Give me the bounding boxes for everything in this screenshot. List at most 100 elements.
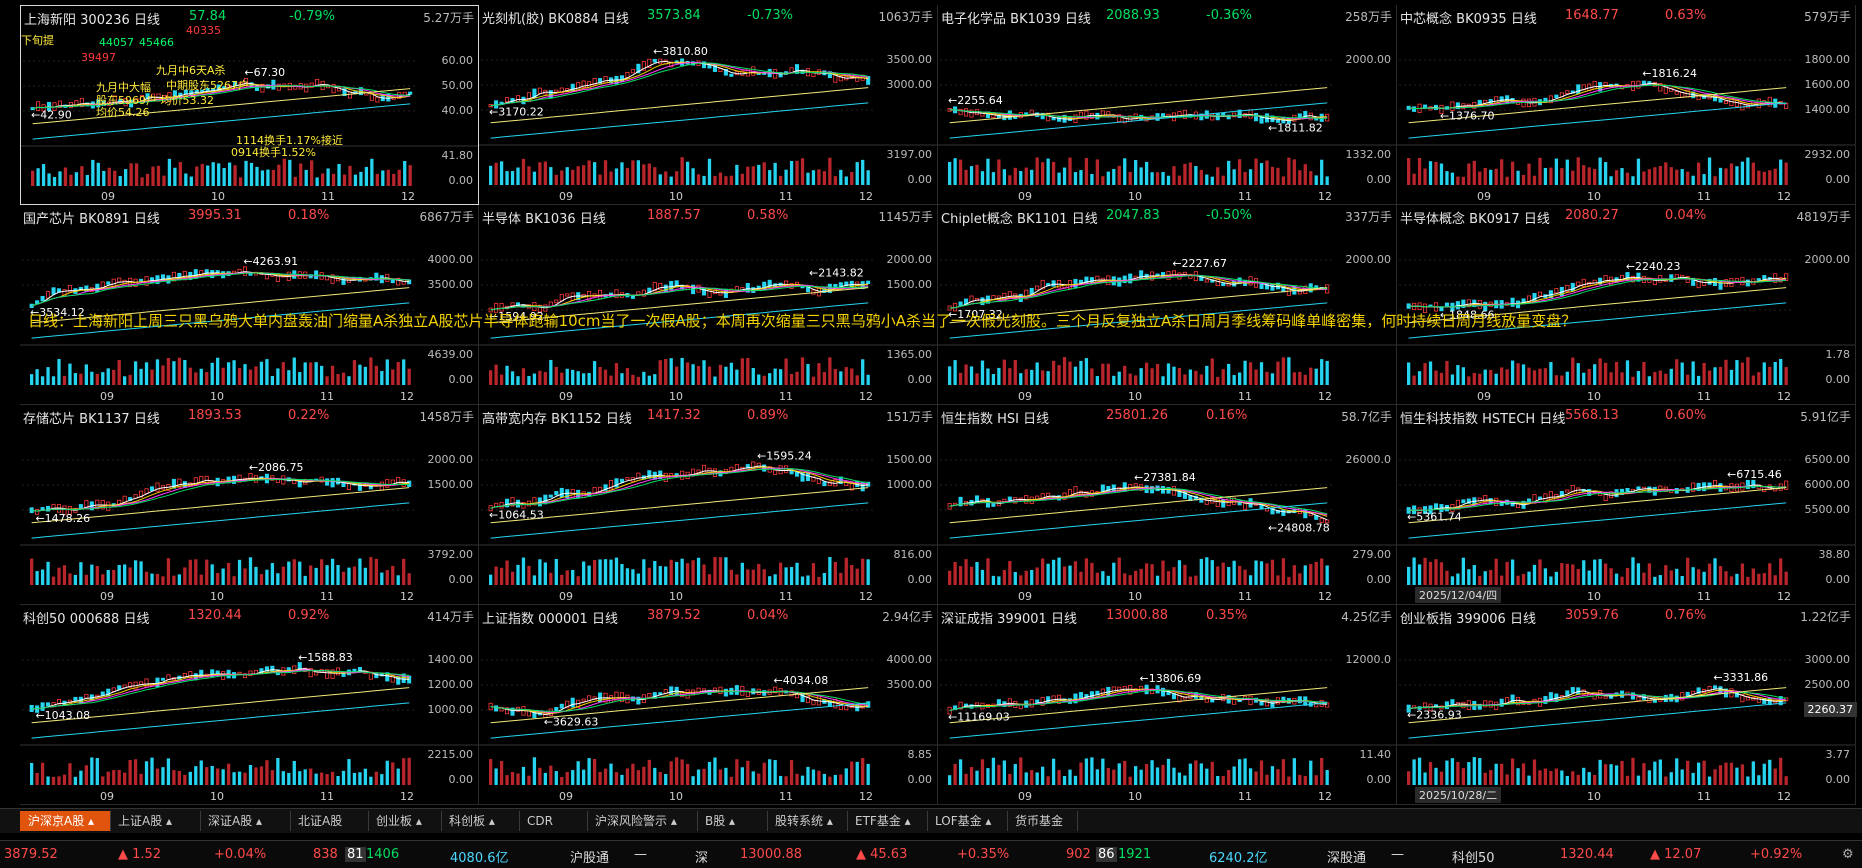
market-tab[interactable]: 沪深京A股 ▴	[20, 811, 111, 831]
candlestick-chart[interactable]: ←1816.24←1376.70	[1397, 5, 1856, 205]
candlestick-chart[interactable]: ←2255.64←1811.82	[938, 5, 1397, 205]
market-tab[interactable]: 北证A股	[290, 811, 369, 831]
chart-panel[interactable]: ←2255.64 ←1811.82 电子化学品 BK1039 日线 2088.93 -0…	[938, 5, 1397, 205]
chart-panel[interactable]: ←4034.08 ←3629.63 上证指数 000001 日线 3879.52 0.0…	[479, 605, 938, 805]
candle	[1576, 281, 1581, 286]
candlestick-chart[interactable]: ←6715.46←5361.74	[1397, 405, 1856, 605]
volume-bar	[587, 373, 591, 385]
chart-panel[interactable]: ←3810.80 ←3170.22 光刻机(胶) BK0884 日线 3573.84-…	[479, 5, 938, 205]
volume-bar	[385, 359, 389, 385]
tab-dropdown-arrow-icon[interactable]: ▴	[412, 814, 422, 828]
tab-dropdown-arrow-icon[interactable]: ▴	[84, 814, 95, 828]
candlestick-chart[interactable]: ←27381.84←24808.78	[938, 405, 1397, 605]
market-tab[interactable]: B股 ▴	[697, 811, 768, 831]
chart-panel[interactable]: ←6715.46 ←5361.74 恒生科技指数 HSTECH 日线 5568.13 0…	[1397, 405, 1856, 605]
chart-panel[interactable]: ←27381.84 ←24808.78 恒生指数 HSI 日线 25801.26 0.1…	[938, 405, 1397, 605]
tab-dropdown-arrow-icon[interactable]: ▴	[900, 814, 911, 828]
market-tab[interactable]: 科创板 ▴	[441, 811, 520, 831]
volume-bar	[341, 372, 346, 385]
chart-panel[interactable]: ←4263.91 ←3534.12 国产芯片 BK0891 日线 3995.31 0.1…	[20, 205, 479, 405]
volume-bar	[1614, 765, 1619, 785]
hgt-label[interactable]: 沪股通	[570, 851, 610, 866]
volume-bar	[1532, 370, 1537, 385]
market-tab[interactable]: ETF基金 ▴	[847, 811, 928, 831]
volume-bar	[1314, 175, 1318, 185]
volume-bar	[113, 170, 117, 186]
candle	[734, 685, 739, 695]
low-price-label: ←1064.53	[489, 508, 544, 521]
market-tab[interactable]: LOF基金 ▴	[927, 811, 1008, 831]
tab-dropdown-arrow-icon[interactable]: ▴	[725, 814, 736, 828]
candle	[56, 698, 62, 705]
candlestick-chart[interactable]: ←13806.69←11169.03	[938, 605, 1397, 805]
volume-bar	[1205, 174, 1209, 185]
chart-panel[interactable]: ←1816.24 ←1376.70 中芯概念 BK0935 日线 1648.77 0.6…	[1397, 5, 1856, 205]
chart-panel[interactable]: ←2227.67 ←1707.32 Chiplet概念 BK1101 日线 2047.…	[938, 205, 1397, 405]
moving-average-line	[31, 669, 410, 710]
volume-bar	[1582, 372, 1586, 385]
candle	[182, 673, 187, 677]
volume-bar	[304, 169, 308, 186]
market-tab[interactable]: 货币基金	[1007, 811, 1078, 831]
volume-bar	[1024, 167, 1028, 185]
volume-bar	[1139, 568, 1143, 585]
market-tab[interactable]: 创业板 ▴	[368, 811, 442, 831]
volume-bar	[166, 558, 171, 585]
panel-price: 2088.93	[1106, 8, 1160, 23]
chart-panel[interactable]: ←2240.23 ←1848.66 半导体概念 BK0917 日线 2080.27 0.…	[1397, 205, 1856, 405]
tab-dropdown-arrow-icon[interactable]: ▴	[981, 814, 992, 828]
price-axis-label: 2000.00	[1345, 53, 1392, 66]
candlestick-chart[interactable]: ←2086.75←1478.26	[20, 405, 479, 605]
candlestick-chart[interactable]: ←1595.24←1064.53	[479, 405, 938, 605]
sh-up-count: 838	[313, 847, 338, 862]
market-tab[interactable]: 上证A股 ▴	[110, 811, 201, 831]
candlestick-chart[interactable]: ←2143.82←1594.92	[479, 205, 938, 405]
volume-axis-label: 0.00	[448, 174, 474, 187]
volume-bar	[1314, 368, 1318, 385]
volume-bar	[1521, 364, 1526, 385]
volume-bar	[538, 370, 542, 385]
tab-dropdown-arrow-icon[interactable]: ▴	[252, 814, 263, 828]
volume-bar	[680, 357, 684, 385]
market-tab[interactable]: CDR	[519, 811, 588, 831]
market-tab[interactable]: 沪深风险警示 ▴	[587, 811, 698, 831]
tab-dropdown-arrow-icon[interactable]: ▴	[485, 814, 495, 828]
candlestick-chart[interactable]: ←2240.23←1848.66	[1397, 205, 1856, 405]
candlestick-chart[interactable]: ←4263.91←3534.12	[20, 205, 479, 405]
volume-bar	[969, 366, 974, 385]
chart-panel[interactable]: ←67.30 ←42.90 下旬提 44057 45466 39497 40335 九月中大幅…	[20, 5, 479, 205]
tab-dropdown-arrow-icon[interactable]: ▴	[667, 814, 677, 828]
candlestick-chart[interactable]: ←1588.83←1043.08	[20, 605, 479, 805]
candlestick-chart[interactable]: ←3331.86←2336.93	[1397, 605, 1856, 805]
candlestick-chart[interactable]: ←3810.80←3170.22	[479, 5, 938, 205]
market-tab[interactable]: 股转系统 ▴	[767, 811, 848, 831]
volume-bar	[396, 768, 400, 785]
chart-panel[interactable]: ←13806.69 ←11169.03 深证成指 399001 日线 13000.88…	[938, 605, 1397, 805]
candlestick-chart[interactable]: ←2227.67←1707.32	[938, 205, 1397, 405]
volume-bar	[90, 757, 94, 785]
chart-panel[interactable]: ←2086.75 ←1478.26 存储芯片 BK1137 日线 1893.53 0.2…	[20, 405, 479, 605]
chart-panel[interactable]: ←1595.24 ←1064.53 高带宽内存 BK1152 日线 1417.32 0.…	[479, 405, 938, 605]
sgt-label[interactable]: 深股通	[1327, 851, 1367, 866]
volume-bar	[206, 165, 210, 186]
candlestick-chart[interactable]: ←4034.08←3629.63	[479, 605, 938, 805]
volume-bar	[565, 368, 569, 385]
chart-panel[interactable]: ←2143.82 ←1594.92 半导体 BK1036 日线 1887.57 0.58…	[479, 205, 938, 405]
volume-bar	[1183, 163, 1187, 185]
candle	[647, 58, 652, 68]
candle	[762, 690, 767, 696]
volume-bar	[353, 174, 358, 186]
volume-bar	[117, 564, 121, 585]
volume-bar	[1084, 558, 1089, 585]
volume-bar	[538, 559, 542, 585]
settings-gear-icon[interactable]: ⚙	[1842, 847, 1854, 862]
tab-dropdown-arrow-icon[interactable]: ▴	[823, 814, 833, 828]
chart-panel[interactable]: ←1588.83 ←1043.08 科创50 000688 日线 1320.44 0.9…	[20, 605, 479, 805]
volume-bar	[1057, 365, 1061, 385]
candle	[1691, 482, 1696, 492]
candle	[1325, 519, 1330, 524]
tab-dropdown-arrow-icon[interactable]: ▴	[162, 814, 173, 828]
chart-panel[interactable]: ←3331.86 ←2336.93 创业板指 399006 日线 3059.76 0.7…	[1397, 605, 1856, 805]
market-tab[interactable]: 深证A股 ▴	[200, 811, 291, 831]
